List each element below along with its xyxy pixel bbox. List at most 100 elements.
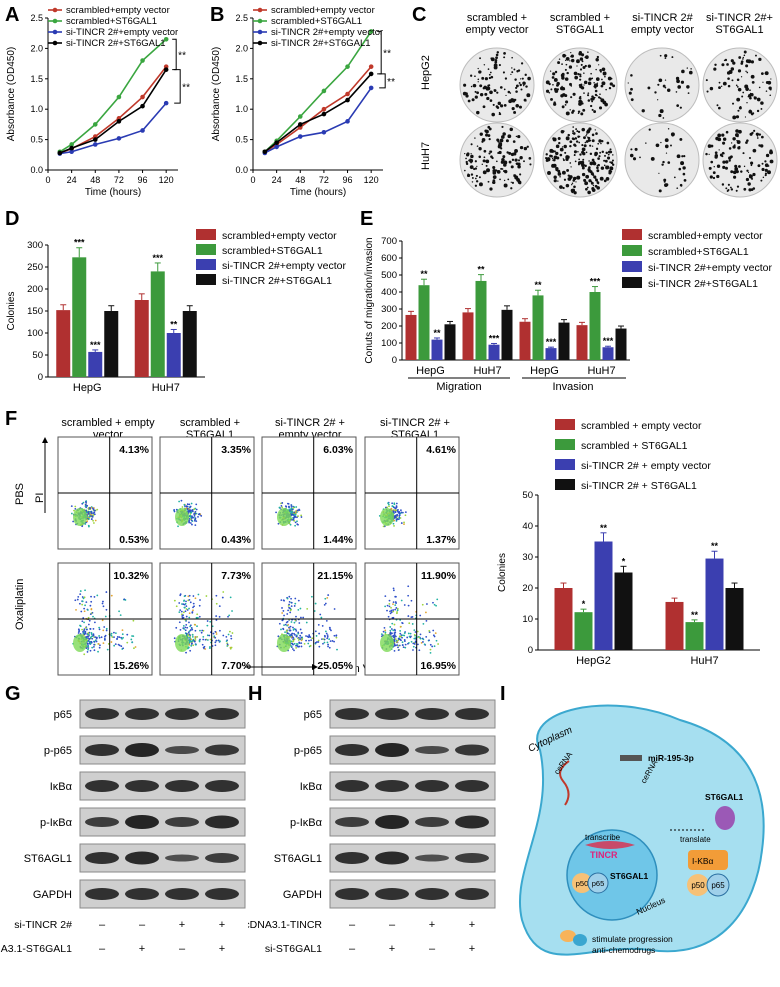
colony-dot (474, 95, 478, 99)
colony-dot (714, 63, 717, 66)
data-point (57, 150, 63, 156)
flow-event (231, 610, 233, 612)
colony-dot (507, 90, 511, 94)
colony-dot (508, 160, 512, 164)
colony-dot (732, 102, 735, 105)
flow-event (407, 585, 410, 588)
x-tick-label: 48 (90, 175, 100, 185)
colony-dot (600, 142, 602, 145)
flow-event (400, 599, 403, 602)
colony-dot (581, 150, 585, 154)
flow-event (329, 640, 332, 643)
flow-event (194, 637, 197, 640)
colony-dot (568, 65, 573, 69)
ikba-label: I-KBα (692, 856, 714, 866)
flow-event (191, 640, 194, 642)
colony-dot (599, 97, 601, 99)
colony-dot (745, 70, 747, 73)
colony-dot (585, 151, 588, 154)
flow-event (409, 632, 412, 635)
flow-event (393, 632, 396, 634)
flow-event (302, 616, 305, 619)
flow-event (281, 506, 284, 509)
colony-dot (585, 133, 588, 136)
colony-dot (523, 84, 525, 87)
colony-dot (588, 179, 592, 183)
legend-marker (52, 7, 58, 13)
flow-event (326, 641, 329, 644)
flow-event (410, 640, 413, 643)
colony-dot (545, 80, 550, 85)
colony-dot (760, 101, 764, 105)
colony-dot (765, 90, 768, 92)
flow-event (173, 508, 176, 511)
colony-dot (515, 162, 519, 166)
colony-dot (594, 129, 596, 131)
flow-event (206, 639, 209, 641)
colony-dot (726, 63, 729, 66)
colony-dot (566, 71, 569, 75)
flow-event (215, 639, 218, 642)
colony-dot (478, 155, 482, 159)
colony-dot (557, 136, 561, 140)
flow-event (322, 642, 324, 645)
flow-event (214, 644, 217, 647)
colony-dot (581, 147, 586, 152)
colony-dot (489, 99, 493, 102)
colony-dot (511, 56, 513, 59)
colony-dot (467, 173, 469, 175)
colony-dot (760, 144, 764, 148)
colony-dot (550, 97, 553, 101)
flow-event (300, 514, 303, 517)
flow-event (179, 628, 182, 631)
colony-dot (664, 183, 668, 188)
colony-dot (469, 158, 474, 163)
flow-event (197, 515, 199, 518)
colony-dot (639, 156, 641, 159)
flow-event (192, 595, 195, 597)
flow-event (215, 594, 218, 597)
flow-event (390, 628, 393, 630)
colony-dot (560, 94, 564, 98)
colony-dot (476, 145, 479, 147)
x-tick-label: 96 (343, 175, 353, 185)
flow-event (189, 635, 191, 638)
colony-dot (587, 99, 591, 102)
flow-event (225, 640, 228, 642)
colony-dot (564, 151, 567, 154)
colony-dot (749, 89, 751, 92)
data-point (92, 122, 98, 127)
legend-swatch (196, 229, 216, 240)
flow-event (403, 632, 406, 634)
colony-dot (601, 166, 604, 170)
culture-dish (624, 47, 700, 123)
colony-dot (604, 154, 606, 157)
colony-dot (503, 52, 506, 55)
colony-dot (494, 58, 498, 62)
colony-dot (714, 155, 718, 159)
flow-event (394, 604, 397, 606)
colony-dot (510, 165, 514, 169)
flow-event (173, 510, 176, 513)
legend-swatch (622, 245, 642, 256)
flow-event (78, 602, 81, 605)
colony-dot (470, 162, 472, 164)
colony-dot (724, 58, 728, 62)
colony-dot (601, 78, 603, 81)
colony-dot (683, 178, 687, 182)
legend-marker (257, 7, 263, 13)
colony-dot (732, 170, 737, 175)
flow-event (121, 629, 124, 632)
legend-label: scrambled+ST6GAL1 (648, 246, 749, 258)
colony-dot (553, 101, 556, 104)
colony-dot (598, 64, 600, 66)
data-point (116, 94, 122, 100)
blot-band (455, 744, 489, 756)
colony-dot (517, 159, 521, 162)
colony-dot (747, 95, 750, 98)
colony-dot (474, 177, 477, 180)
colony-dot (495, 169, 498, 172)
flow-event (86, 520, 89, 523)
flow-event (399, 638, 402, 641)
colony-dot (583, 136, 586, 140)
